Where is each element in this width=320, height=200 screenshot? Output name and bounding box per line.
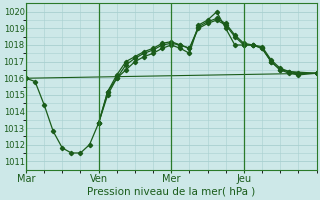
X-axis label: Pression niveau de la mer( hPa ): Pression niveau de la mer( hPa ) bbox=[87, 187, 255, 197]
